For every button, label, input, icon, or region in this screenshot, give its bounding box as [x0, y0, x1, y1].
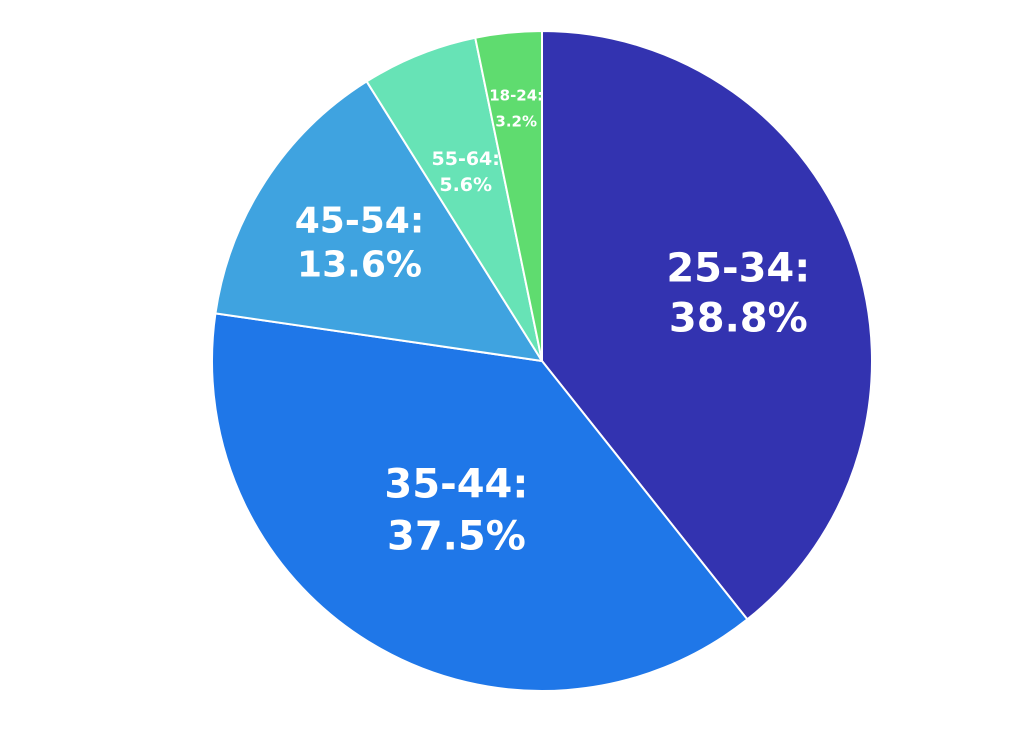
pie-slice-25-34	[541, 29, 873, 621]
slice-value-25-34: 38.8%	[669, 296, 808, 342]
pie-slice-35-44	[211, 312, 749, 692]
slice-value-45-54: 13.6%	[297, 245, 422, 286]
slice-value-18-24: 3.2%	[495, 113, 537, 131]
slice-label-25-34: 25-34:	[666, 246, 810, 292]
pie-slice-18-24	[474, 29, 543, 362]
slice-label-45-54: 45-54:	[295, 201, 425, 242]
slices-layer	[211, 29, 873, 692]
slice-label-18-24: 18-24:	[489, 87, 543, 105]
slice-label-35-44: 35-44:	[384, 462, 528, 508]
labels-layer: 25-34:38.8% 35-44: 37.5% 45-54:13.6% 55-64: 5…	[295, 87, 811, 560]
slice-label-55-64: 55-64:	[432, 148, 500, 170]
slice-value-55-64: 5.6%	[439, 174, 492, 196]
slice-value-35-44: 37.5%	[387, 514, 526, 560]
pie-slice-45-54	[214, 80, 544, 363]
